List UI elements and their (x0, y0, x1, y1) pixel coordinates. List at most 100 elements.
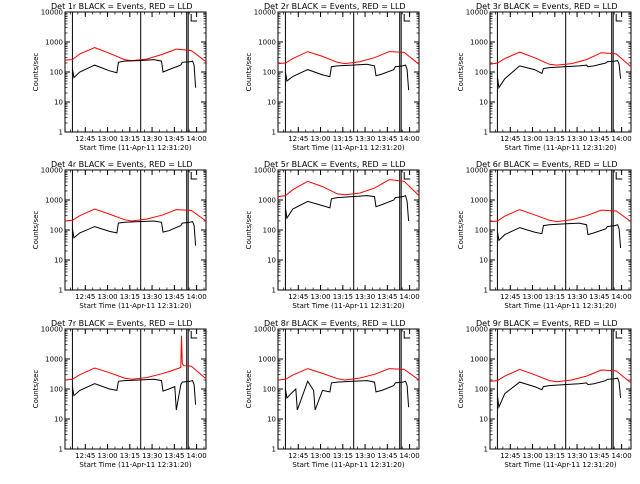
x-tick-label: 13:30 (567, 452, 587, 460)
series-line-events (71, 378, 197, 411)
x-tick-label: 13:30 (567, 135, 587, 143)
x-tick-label: 13:45 (164, 293, 184, 301)
y-tick-label: 100 (263, 227, 276, 235)
x-tick-label: 13:45 (589, 293, 609, 301)
y-tick-label: 1 (59, 287, 63, 295)
series-line-events (284, 380, 410, 411)
x-tick-label: 13:15 (545, 135, 565, 143)
x-tick-label: 13:00 (97, 293, 117, 301)
panel-title: Det 1r BLACK = Events, RED = LLD (51, 2, 193, 11)
x-axis-label: Start Time (11-Apr-11 12:31:20) (79, 144, 191, 152)
series-line-events (496, 377, 622, 409)
series-line-lld (489, 209, 632, 223)
y-tick-label: 1000 (470, 356, 488, 364)
x-tick-label: 12:45 (500, 293, 520, 301)
marker-flag (403, 172, 411, 180)
series-line-events (284, 63, 410, 91)
x-tick-label: 12:45 (75, 293, 95, 301)
y-tick-label: 100 (475, 386, 488, 394)
x-tick-label: 13:30 (142, 293, 162, 301)
x-tick-label: 13:30 (355, 135, 375, 143)
y-tick-label: 10000 (41, 326, 63, 334)
y-tick-label: 100 (263, 69, 276, 77)
panel-title: Det 5r BLACK = Events, RED = LLD (264, 160, 406, 169)
y-tick-label: 1 (272, 446, 276, 454)
x-tick-label: 12:45 (288, 452, 308, 460)
marker-flag (190, 172, 198, 180)
y-axis-label: Counts/sec (457, 370, 465, 409)
detector-panel-8: Det 8r BLACK = Events, RED = LLD 1 10 100 10… (245, 319, 420, 469)
x-tick-label: 12:45 (75, 135, 95, 143)
x-tick-label: 13:45 (377, 293, 397, 301)
y-tick-label: 10 (267, 416, 276, 424)
y-tick-label: 1 (484, 287, 488, 295)
series-line-lld (277, 368, 420, 381)
x-axis-label: Start Time (11-Apr-11 12:31:20) (79, 461, 191, 469)
marker-flag (190, 331, 198, 339)
y-axis-label: Counts/sec (245, 53, 253, 92)
y-axis-label: Counts/sec (457, 53, 465, 92)
x-tick-label: 12:45 (288, 293, 308, 301)
x-tick-label: 14:00 (187, 293, 207, 301)
series-line-events (496, 222, 622, 249)
series-line-events (284, 194, 410, 222)
x-axis-label: Start Time (11-Apr-11 12:31:20) (504, 461, 616, 469)
y-tick-label: 1 (484, 129, 488, 137)
plot-frame (64, 11, 207, 133)
x-tick-label: 13:45 (377, 452, 397, 460)
y-tick-label: 100 (50, 386, 63, 394)
series-line-lld (489, 368, 632, 384)
x-tick-label: 13:45 (164, 135, 184, 143)
x-tick-label: 14:00 (612, 135, 632, 143)
y-tick-label: 10000 (254, 167, 276, 175)
detector-panel-5: Det 5r BLACK = Events, RED = LLD 1 10 100 10… (245, 160, 420, 310)
x-tick-label: 14:00 (187, 135, 207, 143)
y-tick-label: 100 (50, 69, 63, 77)
x-axis-label: Start Time (11-Apr-11 12:31:20) (504, 302, 616, 310)
y-tick-label: 100 (50, 227, 63, 235)
y-tick-label: 10000 (41, 167, 63, 175)
x-tick-label: 13:30 (142, 452, 162, 460)
x-tick-label: 13:45 (589, 135, 609, 143)
marker-flag (403, 331, 411, 339)
x-tick-label: 14:00 (612, 452, 632, 460)
y-tick-label: 10000 (41, 9, 63, 17)
marker-flag (615, 331, 623, 339)
series-line-lld (277, 51, 420, 65)
y-tick-label: 100 (475, 69, 488, 77)
y-tick-label: 10000 (466, 9, 488, 17)
x-tick-label: 13:45 (589, 452, 609, 460)
x-tick-label: 12:45 (500, 135, 520, 143)
y-tick-label: 10000 (466, 326, 488, 334)
y-tick-label: 10 (54, 99, 63, 107)
y-tick-label: 10000 (254, 326, 276, 334)
panel-title: Det 4r BLACK = Events, RED = LLD (51, 160, 193, 169)
y-tick-label: 10 (267, 99, 276, 107)
x-tick-label: 13:30 (567, 293, 587, 301)
y-tick-label: 1000 (470, 197, 488, 205)
detector-panel-2: Det 2r BLACK = Events, RED = LLD 1 10 100 10… (245, 2, 420, 152)
x-tick-label: 13:45 (377, 135, 397, 143)
y-tick-label: 1 (59, 129, 63, 137)
y-tick-label: 1000 (45, 197, 63, 205)
x-tick-label: 14:00 (187, 452, 207, 460)
x-tick-label: 14:00 (400, 452, 420, 460)
x-tick-label: 13:15 (333, 293, 353, 301)
y-tick-label: 1 (59, 446, 63, 454)
panel-title: Det 3r BLACK = Events, RED = LLD (476, 2, 618, 11)
y-tick-label: 100 (263, 386, 276, 394)
y-tick-label: 10 (479, 257, 488, 265)
plot-frame (277, 11, 420, 133)
x-tick-label: 14:00 (400, 293, 420, 301)
x-axis-label: Start Time (11-Apr-11 12:31:20) (292, 461, 404, 469)
plot-frame (489, 169, 632, 291)
y-tick-label: 10 (479, 416, 488, 424)
y-axis-label: Counts/sec (32, 211, 40, 250)
series-line-lld (489, 51, 632, 68)
y-tick-label: 10 (479, 99, 488, 107)
x-tick-label: 13:15 (545, 293, 565, 301)
series-line-lld (277, 179, 420, 198)
y-axis-label: Counts/sec (457, 211, 465, 250)
